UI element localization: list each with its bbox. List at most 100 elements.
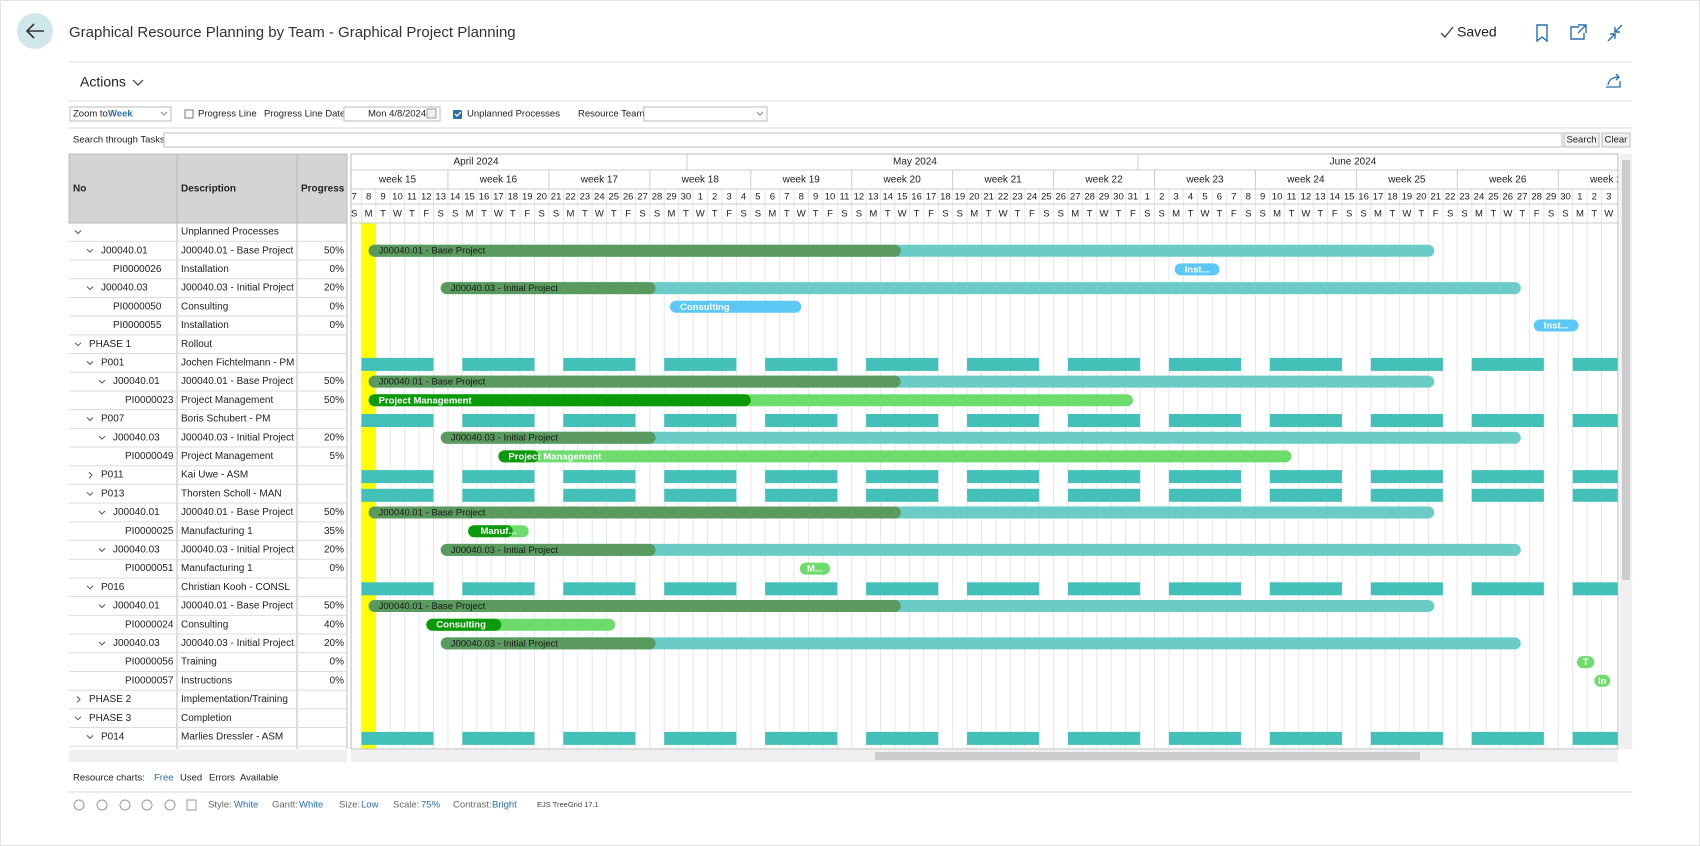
footer-option-value[interactable]: White [234, 800, 258, 811]
resource-load [1068, 470, 1141, 484]
footer-option-label: Gantt: [272, 800, 298, 811]
day-number: 27 [637, 192, 648, 203]
day-number: 23 [1459, 192, 1470, 203]
footer-option-value[interactable]: White [299, 800, 323, 811]
expand-toggle[interactable] [86, 248, 94, 253]
task-bar[interactable] [1174, 263, 1220, 276]
day-number: 21 [983, 192, 994, 203]
row-no: PI0000049 [125, 451, 174, 462]
h-scroll-thumb[interactable] [875, 752, 1420, 760]
task-bar[interactable] [670, 300, 802, 313]
task-bar[interactable] [1533, 319, 1579, 332]
zoom-select[interactable] [69, 106, 172, 122]
expand-toggle[interactable] [98, 548, 106, 553]
task-bar[interactable] [440, 543, 1521, 556]
day-letter: S [1447, 209, 1453, 220]
day-letter: F [726, 209, 732, 220]
day-letter: W [696, 209, 705, 220]
row-description: J00040.03 - Initial Project [181, 545, 294, 556]
day-number: 1 [1145, 192, 1150, 203]
expand-toggle[interactable] [98, 435, 106, 440]
row-no: PI0000023 [125, 395, 174, 406]
resource-chart-option[interactable]: Errors [209, 773, 235, 784]
version-label: EJS TreeGrid 17.1 [537, 800, 599, 809]
task-bar[interactable] [799, 562, 831, 575]
resource-load [866, 731, 939, 745]
bookmark-button[interactable] [1536, 24, 1548, 43]
row-no: J00040.01 [113, 507, 160, 518]
expand-toggle[interactable] [86, 735, 94, 740]
day-letter: T [1519, 209, 1525, 220]
day-number: 12 [421, 192, 432, 203]
row-description: J00040.03 - Initial Project [181, 283, 294, 294]
search-button[interactable] [1563, 132, 1600, 148]
expand-toggle[interactable] [86, 491, 94, 497]
expand-toggle[interactable] [86, 286, 94, 291]
resource-load [1168, 414, 1242, 427]
footer-icon[interactable] [164, 799, 176, 811]
share-button[interactable] [1606, 73, 1621, 88]
expand-toggle[interactable] [86, 417, 94, 422]
footer-icon[interactable] [73, 799, 85, 811]
task-bar[interactable] [1577, 656, 1595, 669]
task-label: Project Management [379, 395, 473, 406]
day-letter: W [1604, 209, 1613, 220]
task-bar[interactable] [498, 450, 1292, 463]
unplanned-checkbox[interactable] [453, 110, 462, 119]
day-number: 26 [1503, 192, 1514, 203]
task-bar[interactable] [1594, 674, 1611, 687]
calendar-button[interactable] [426, 108, 437, 119]
week-label: week 27 [1589, 175, 1628, 186]
open-new-button[interactable] [1570, 24, 1587, 40]
expand-toggle[interactable] [98, 641, 106, 646]
footer-option-value[interactable]: Bright [492, 800, 517, 811]
clear-button[interactable] [1601, 132, 1631, 148]
expand-toggle[interactable] [74, 230, 82, 235]
footer-icon[interactable] [141, 799, 153, 811]
search-input[interactable] [163, 132, 1563, 148]
actions-menu[interactable]: Actions [80, 74, 126, 90]
day-number: 25 [1488, 192, 1499, 203]
row-progress: 20% [324, 638, 344, 649]
progress-line-checkbox[interactable] [184, 109, 194, 119]
task-bar[interactable] [440, 637, 1521, 650]
expand-toggle[interactable] [74, 716, 82, 721]
task-label: Manuf... [480, 526, 516, 537]
footer-option-value[interactable]: 75% [421, 800, 441, 811]
resource-team-select[interactable] [643, 106, 768, 122]
day-number: 23 [1012, 192, 1023, 203]
expand-toggle[interactable] [98, 379, 106, 384]
expand-toggle[interactable] [76, 696, 81, 703]
day-number: 20 [969, 192, 980, 203]
week-label: week 25 [1387, 175, 1426, 186]
resource-chart-option[interactable]: Used [180, 773, 202, 784]
footer-icon[interactable] [96, 799, 108, 811]
footer-icon[interactable] [119, 799, 131, 811]
resource-chart-option[interactable]: Free [154, 773, 174, 784]
resource-load [866, 488, 939, 502]
day-number: 5 [755, 192, 760, 203]
task-bar[interactable] [440, 431, 1521, 444]
resource-load [1370, 414, 1443, 427]
footer-option-value[interactable]: Low [361, 800, 379, 811]
resource-chart-option[interactable]: Available [240, 773, 278, 784]
day-number: 16 [1358, 192, 1369, 203]
expand-toggle[interactable] [88, 471, 93, 479]
h-scrollbar[interactable] [69, 750, 347, 762]
day-number: 18 [508, 192, 519, 203]
row-no: PHASE 3 [89, 713, 132, 724]
resource-load [1572, 488, 1618, 502]
expand-toggle[interactable] [98, 604, 106, 609]
v-scroll-thumb[interactable] [1622, 160, 1630, 580]
expand-toggle[interactable] [98, 510, 106, 515]
day-number: 5 [1202, 192, 1207, 203]
expand-toggle[interactable] [86, 585, 94, 590]
collapse-button[interactable] [1607, 24, 1623, 42]
date-input[interactable] [343, 106, 441, 122]
expand-toggle[interactable] [86, 361, 94, 366]
row-no: PI0000026 [113, 264, 162, 275]
task-bar[interactable] [440, 282, 1521, 295]
day-letter: T [510, 209, 516, 220]
footer-icon[interactable] [186, 799, 197, 811]
expand-toggle[interactable] [74, 342, 82, 347]
